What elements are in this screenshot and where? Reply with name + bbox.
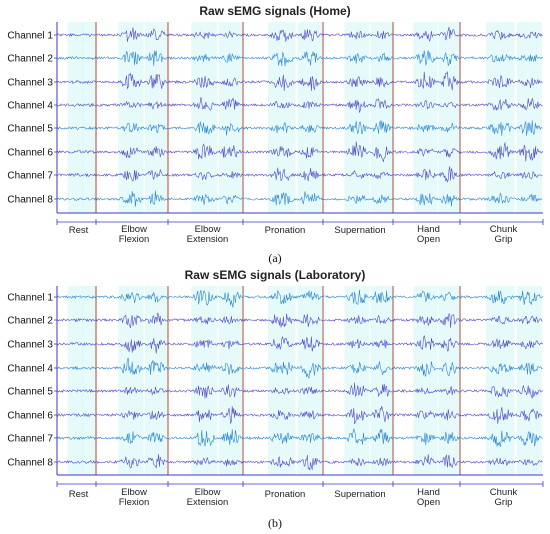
signal-trace (56, 120, 543, 136)
activity-dividers (95, 22, 461, 213)
activity-labels: Rest Elbow Flexion Elbow Extension Pronation S… (69, 224, 518, 245)
activity-label: Pronation (265, 489, 306, 500)
segment-shade (82, 22, 98, 213)
signal-trace (56, 97, 543, 114)
activity-label: Rest (69, 489, 89, 500)
signal-traces (56, 26, 543, 207)
channel-label: Channel 4 (7, 364, 53, 375)
channel-label: Channel 8 (7, 195, 53, 206)
signal-trace (56, 406, 543, 425)
signal-trace (56, 454, 543, 471)
channel-label: Channel 5 (7, 387, 53, 398)
segment-backgrounds (67, 286, 542, 475)
activity-label: Pronation (265, 225, 306, 236)
activity-label: Chunk Grip (490, 224, 518, 245)
axes (54, 22, 544, 225)
signal-trace (56, 70, 543, 92)
channel-label: Channel 6 (7, 148, 53, 159)
segment-shade (219, 22, 243, 213)
segment-shade (516, 22, 542, 213)
signal-trace (56, 190, 543, 207)
activity-label: Hand Open (417, 487, 440, 508)
channel-label: Channel 6 (7, 411, 53, 422)
channel-label: Channel 3 (7, 340, 53, 351)
channel-label: Channel 8 (7, 458, 53, 469)
segment-shade (191, 286, 218, 475)
segment-shade (413, 286, 438, 475)
signal-trace (56, 312, 543, 329)
segment-shade (219, 286, 243, 475)
channel-label: Channel 2 (7, 54, 53, 65)
activity-label: Hand Open (417, 224, 440, 245)
channel-label: Channel 2 (7, 316, 53, 327)
activity-dividers (95, 286, 461, 475)
channel-label: Channel 3 (7, 78, 53, 89)
segment-shade (486, 22, 515, 213)
activity-labels: Rest Elbow Flexion Elbow Extension Pronation S… (69, 487, 518, 508)
segment-shade (344, 286, 370, 475)
segment-shade (67, 22, 85, 213)
segment-shade (118, 22, 144, 213)
panel-home: Raw sEMG signals (Home) Channel 1Channel… (7, 4, 544, 265)
channel-labels: Channel 1 Channel 2 Channel 3 Channel 4 Chan… (7, 293, 53, 469)
channel-label: Channel 7 (7, 434, 53, 445)
panel-label: (b) (268, 516, 282, 530)
signal-trace (56, 357, 543, 379)
segment-backgrounds (67, 22, 542, 213)
segment-shade (268, 286, 296, 475)
channel-label: Channel 7 (7, 171, 53, 182)
segment-shade (297, 286, 322, 475)
segment-shade (370, 286, 393, 475)
segment-shade (370, 22, 393, 213)
segment-shade (67, 286, 85, 475)
panel-laboratory: Raw sEMG signals (Laboratory) Channel 1C… (7, 268, 544, 530)
activity-label: Elbow Flexion (119, 487, 150, 508)
segment-shade (144, 22, 168, 213)
segment-shade (118, 286, 144, 475)
panel-label: (a) (268, 251, 281, 265)
activity-label: Elbow Extension (187, 224, 229, 245)
segment-shade (438, 22, 460, 213)
channel-labels: Channel 1 Channel 2 Channel 3 Channel 4 Chan… (7, 31, 53, 206)
segment-shade (413, 22, 438, 213)
signal-trace (56, 427, 543, 448)
signal-trace (56, 289, 543, 308)
segment-shade (344, 22, 370, 213)
segment-shade (144, 286, 168, 475)
panel-title: Raw sEMG signals (Home) (199, 4, 350, 18)
signal-traces (56, 289, 543, 471)
segment-shade (82, 286, 98, 475)
activity-label: Supernation (334, 225, 385, 236)
signal-trace (56, 335, 543, 354)
channel-label: Channel 5 (7, 124, 53, 135)
activity-label: Elbow Extension (187, 487, 229, 508)
activity-label: Chunk Grip (490, 487, 518, 508)
segment-shade (191, 22, 218, 213)
signal-trace (56, 49, 543, 67)
segment-shade (268, 22, 296, 213)
panel-title: Raw sEMG signals (Laboratory) (185, 268, 366, 282)
signal-trace (56, 26, 543, 42)
axes (54, 286, 544, 487)
channel-label: Channel 1 (7, 293, 53, 304)
activity-label: Elbow Flexion (119, 224, 150, 245)
segment-shade (297, 22, 322, 213)
signal-trace (56, 166, 543, 183)
channel-label: Channel 1 (7, 31, 53, 42)
signal-trace (56, 141, 543, 163)
segment-shade (486, 286, 515, 475)
activity-label: Supernation (334, 489, 385, 500)
segment-shade (438, 286, 460, 475)
segment-shade (516, 286, 542, 475)
channel-label: Channel 4 (7, 101, 53, 112)
signal-trace (56, 382, 543, 399)
activity-label: Rest (69, 225, 89, 236)
